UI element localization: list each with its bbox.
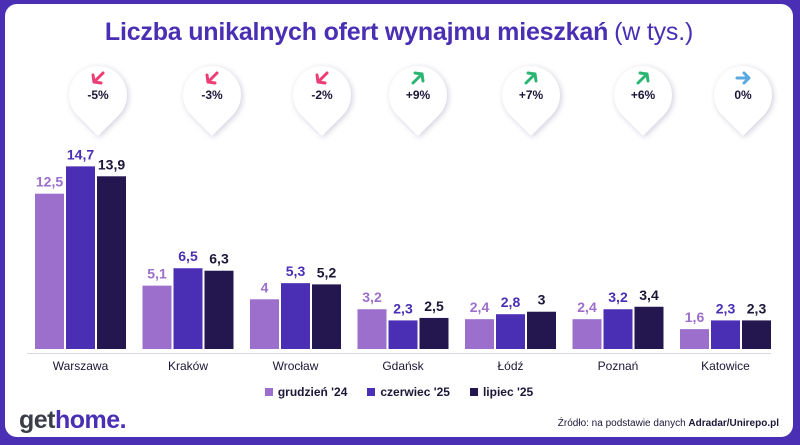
data-label-3-1: 2,3 [393, 300, 413, 316]
change-bubble-content: +9% [389, 66, 447, 124]
category-label-3: Gdańsk [382, 359, 424, 373]
bar-6-1 [711, 320, 740, 349]
data-label-0-2: 13,9 [98, 156, 125, 172]
bar-3-0 [357, 309, 387, 349]
title-suffix: (w tys.) [614, 18, 694, 46]
data-label-0-0: 12,5 [36, 174, 63, 190]
bar-chart: 12,514,713,9 Warszawa 5,1 6,5 6,3 Kraków 4 5,3 5… [35, 146, 771, 373]
bar-3-1 [388, 320, 418, 349]
legend-label: czerwiec '25 [380, 385, 450, 399]
bar-0-0 [35, 193, 64, 349]
data-label-4-0: 2,4 [470, 299, 490, 315]
legend-swatch [264, 388, 273, 396]
data-label-1-1: 6,5 [178, 248, 198, 264]
bar-3-2 [419, 317, 449, 349]
bar-6-2 [742, 320, 771, 349]
chart-title: Liczba unikalnych ofert wynajmu mieszkań… [5, 18, 793, 47]
bar-4-1 [496, 314, 525, 349]
data-label-0-1: 14,7 [67, 146, 94, 162]
arrow-up-icon [614, 70, 672, 86]
change-bubble-3: +9% [376, 53, 460, 137]
data-label-4-1: 2,8 [501, 294, 521, 310]
change-bubble-5: +6% [601, 53, 685, 137]
bar-1-0 [142, 285, 172, 349]
bar-0-2 [97, 176, 126, 349]
legend-swatch [469, 388, 478, 396]
change-bubble-2: -2% [280, 53, 364, 137]
data-label-6-1: 2,3 [716, 300, 736, 316]
bar-0-1 [66, 166, 95, 349]
source-prefix: Źródło: na podstawie danych [557, 418, 689, 429]
bar-1-2 [204, 270, 234, 349]
legend-item-jun25: czerwiec '25 [367, 385, 450, 399]
data-label-3-0: 3,2 [362, 289, 382, 305]
category-label-2: Wrocław [273, 359, 319, 373]
legend-swatch [367, 388, 376, 396]
change-bubble-content: -5% [69, 66, 127, 124]
legend-label: grudzień '24 [277, 385, 348, 399]
legend: grudzień '24 czerwiec '25 lipiec '25 [5, 385, 793, 399]
bar-2-2 [312, 284, 341, 349]
bar-2-0 [250, 299, 279, 349]
category-label-4: Łódź [497, 359, 523, 373]
bar-4-0 [465, 319, 494, 349]
change-bubble-content: 0% [714, 66, 772, 124]
data-label-6-2: 2,3 [747, 300, 767, 316]
chart-frame: Liczba unikalnych ofert wynajmu mieszkań… [5, 4, 793, 437]
gethome-logo: gethome. [19, 406, 127, 435]
arrow-down-icon [183, 70, 241, 86]
legend-item-jul25: lipiec '25 [469, 385, 534, 399]
category-label-6: Katowice [701, 359, 750, 373]
bar-5-2 [634, 306, 664, 349]
change-bubble-0: -5% [56, 53, 140, 137]
data-label-5-0: 2,4 [577, 299, 597, 315]
bar-5-0 [572, 319, 602, 349]
change-bubble-6: 0% [701, 53, 785, 137]
x-axis-baseline [27, 353, 771, 354]
arrow-down-icon [293, 70, 351, 86]
arrow-up-icon [389, 70, 447, 86]
logo-part-home: home. [55, 406, 127, 434]
source-name: Adradar/Unirepo.pl [688, 418, 779, 429]
bar-6-0 [680, 329, 709, 349]
arrow-down-icon [69, 70, 127, 86]
category-label-0: Warszawa [53, 359, 109, 373]
data-label-2-1: 5,3 [286, 263, 306, 279]
title-main: Liczba unikalnych ofert wynajmu mieszkań [104, 18, 609, 46]
data-label-5-1: 3,2 [608, 289, 628, 305]
change-bubble-content: +7% [502, 66, 560, 124]
bar-2-1 [281, 283, 310, 349]
arrow-up-icon [502, 70, 560, 86]
data-label-1-2: 6,3 [209, 251, 229, 267]
data-label-4-2: 3 [538, 292, 546, 308]
data-label-5-2: 3,4 [639, 287, 659, 303]
logo-part-get: get [19, 406, 56, 434]
change-bubble-content: -2% [293, 66, 351, 124]
bar-4-2 [527, 311, 556, 349]
bar-1-1 [173, 268, 203, 349]
data-label-6-0: 1,6 [685, 309, 705, 325]
arrow-right-icon [714, 70, 772, 86]
legend-item-dec24: grudzień '24 [264, 385, 348, 399]
change-bubble-4: +7% [489, 53, 573, 137]
data-label-3-2: 2,5 [424, 298, 444, 314]
change-bubble-content: -3% [183, 66, 241, 124]
change-bubble-1: -3% [170, 53, 254, 137]
category-label-1: Kraków [168, 359, 208, 373]
data-label-2-2: 5,2 [317, 264, 337, 280]
change-bubble-content: +6% [614, 66, 672, 124]
bar-5-1 [603, 309, 633, 349]
source-note: Źródło: na podstawie danych Adradar/Unir… [558, 418, 779, 429]
legend-label: lipiec '25 [482, 385, 534, 399]
data-label-1-0: 5,1 [147, 266, 167, 282]
data-label-2-0: 4 [261, 279, 269, 295]
category-label-5: Poznań [598, 359, 639, 373]
